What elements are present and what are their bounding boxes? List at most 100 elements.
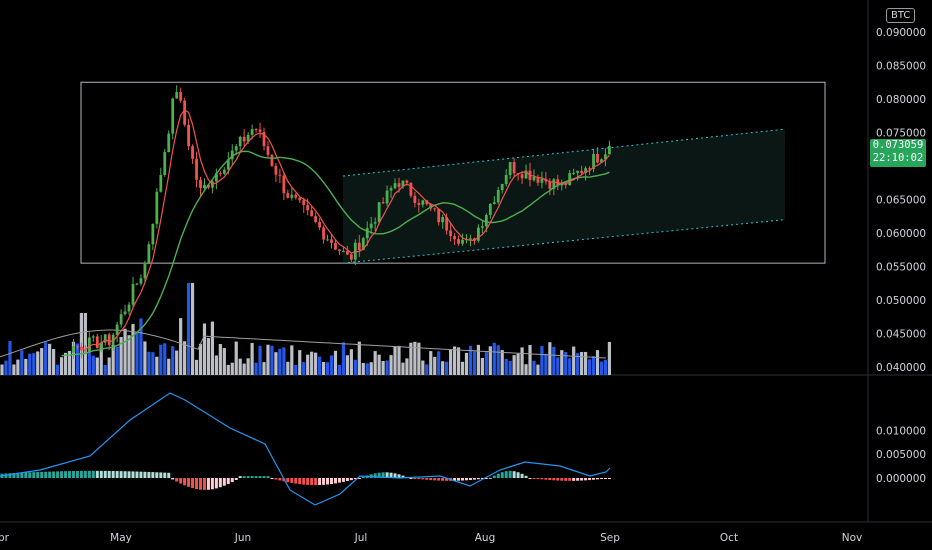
candle-body — [230, 150, 234, 160]
volume-bar — [373, 351, 377, 375]
histogram-bar — [151, 472, 155, 478]
volume-bar — [111, 345, 115, 375]
candle-body — [147, 244, 151, 265]
price-tick-label: 0.080000 — [876, 94, 926, 106]
candle-body — [345, 250, 349, 255]
candle-body — [314, 216, 318, 222]
histogram-bar — [425, 478, 429, 480]
volume-bar — [163, 343, 167, 375]
histogram-bar — [294, 478, 298, 484]
candle-body — [258, 129, 262, 132]
histogram-bar — [238, 476, 242, 478]
volume-bars — [0, 283, 612, 375]
candle-body — [441, 217, 445, 223]
histogram-bar — [580, 478, 584, 481]
volume-bar — [393, 346, 397, 375]
histogram-bar — [330, 478, 334, 484]
histogram-bar — [564, 478, 568, 481]
histogram-bar — [123, 471, 127, 478]
histogram-bar — [111, 470, 115, 478]
volume-bar — [75, 343, 80, 375]
histogram-bar — [326, 478, 330, 485]
candle-body — [234, 146, 238, 151]
time-tick-label: May — [110, 532, 132, 544]
histogram-bar — [302, 478, 306, 485]
volume-bar — [568, 358, 572, 375]
histogram-bar — [468, 478, 472, 480]
histogram-bar — [480, 478, 484, 479]
volume-bar — [286, 361, 290, 375]
volume-bar — [417, 342, 421, 375]
candle-body — [107, 334, 111, 345]
candle-body — [536, 176, 540, 183]
volume-bar — [381, 360, 385, 375]
histogram-bar — [381, 472, 385, 478]
volume-bar — [99, 342, 103, 375]
candle-body — [401, 180, 405, 187]
histogram-bar — [596, 478, 599, 480]
histogram-bar — [262, 476, 266, 478]
histogram-bar — [544, 478, 548, 480]
volume-bar — [206, 338, 211, 375]
candle-body — [524, 170, 528, 179]
parallel-channel[interactable] — [342, 128, 786, 264]
histogram-bar — [290, 478, 294, 483]
volume-bar — [385, 360, 389, 375]
volume-bar — [202, 323, 207, 375]
volume-bar — [119, 337, 123, 375]
candle-body — [445, 217, 449, 231]
candle-body — [119, 314, 123, 325]
channel-lower-line — [342, 219, 786, 264]
histogram-bar — [500, 472, 504, 478]
volume-bar — [397, 345, 401, 375]
candle-body — [480, 226, 484, 228]
macd-line — [0, 392, 611, 506]
histogram-bar — [87, 470, 91, 478]
histogram-bar — [210, 478, 214, 490]
candle-body — [306, 205, 310, 211]
time-tick-label: Jul — [354, 532, 368, 544]
symbol-badge[interactable]: BTC — [886, 8, 916, 23]
volume-bar — [103, 364, 107, 375]
candle-body — [191, 146, 194, 159]
histogram-bar — [607, 478, 611, 479]
histogram-bar — [115, 471, 119, 478]
candle-body — [365, 228, 369, 239]
histogram-bar — [508, 470, 512, 478]
histogram-bar — [421, 478, 425, 480]
volume-bar — [468, 345, 473, 375]
volume-bar — [194, 359, 199, 375]
range-rectangle[interactable] — [80, 81, 826, 264]
histogram-bar — [484, 478, 488, 479]
candle-body — [405, 180, 409, 183]
histogram-bar — [278, 478, 282, 481]
volume-bar — [143, 341, 147, 375]
candle-body — [500, 183, 504, 191]
histogram-bar — [147, 471, 151, 478]
volume-bar — [345, 355, 349, 375]
candle-body — [175, 92, 179, 99]
candle-body — [310, 210, 314, 217]
volume-bar — [87, 345, 91, 375]
candle-body — [608, 145, 611, 155]
histogram-bar — [28, 472, 32, 478]
volume-bar — [445, 361, 449, 375]
histogram-bar — [119, 471, 123, 478]
candle-body — [477, 227, 480, 241]
candle-body — [373, 222, 377, 224]
volume-bar — [12, 364, 16, 375]
volume-bar — [234, 341, 238, 375]
volume-bar — [131, 324, 135, 375]
volume-bar — [325, 362, 330, 375]
histogram-bar — [191, 478, 195, 489]
candle-body — [242, 136, 246, 142]
volume-bar — [512, 355, 516, 375]
volume-bar — [437, 351, 441, 375]
histogram-bar — [139, 471, 143, 478]
candle-body — [361, 238, 365, 251]
volume-bar — [83, 313, 87, 375]
histogram-bar — [441, 478, 445, 481]
volume-bar — [290, 345, 294, 375]
histogram-bar — [576, 478, 580, 481]
